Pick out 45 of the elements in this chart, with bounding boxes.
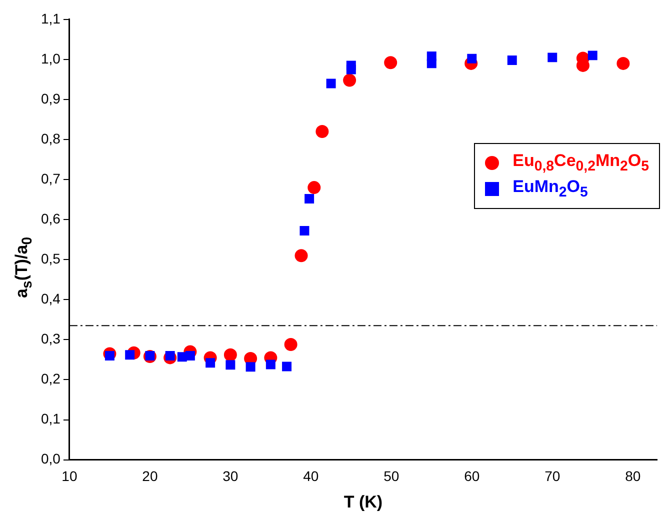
y-tick-label: 0,9 — [40, 90, 61, 106]
point — [304, 194, 314, 204]
point — [294, 249, 308, 262]
x-tick-label: 60 — [464, 468, 480, 484]
point — [326, 78, 336, 88]
point — [224, 348, 237, 362]
x-axis-title: T (K) — [344, 492, 383, 512]
x-tick-label: 50 — [384, 468, 400, 484]
y-tick-label: 1,0 — [40, 50, 61, 66]
point — [548, 52, 558, 62]
point — [316, 125, 329, 138]
y-tick-label: 0,1 — [40, 410, 61, 427]
y-tick-label: 0,4 — [40, 290, 61, 307]
point — [588, 50, 598, 60]
x-tick-label: 10 — [62, 468, 78, 484]
x-tick-label: 70 — [544, 468, 560, 484]
y-tick-label: 0,7 — [40, 170, 61, 186]
legend-label: Eu$_{0,8}$Ce$_{0,2}$Mn$_{2}$O$_{5}$ — [512, 151, 649, 174]
legend-label: EuMn$_{2}$O$_{5}$ — [512, 177, 588, 201]
point — [282, 362, 292, 372]
point — [284, 338, 298, 351]
point — [300, 226, 310, 236]
x-tick-label: 30 — [222, 468, 238, 484]
point — [206, 358, 216, 368]
point — [346, 60, 356, 70]
point — [426, 51, 436, 61]
y-tick-label: 0,0 — [40, 450, 61, 467]
y-tick-label: 0,2 — [40, 370, 61, 387]
y-tick-label: 1,1 — [40, 10, 61, 26]
point — [384, 56, 398, 70]
point — [226, 360, 236, 370]
point — [467, 54, 477, 64]
y-tick-label: 0,5 — [40, 250, 61, 266]
y-tick-label: 0,8 — [40, 130, 61, 146]
x-tick-label: 80 — [625, 468, 641, 484]
y-tick-label: 0,3 — [40, 330, 61, 347]
point — [308, 181, 321, 194]
point — [616, 56, 630, 70]
point — [343, 74, 356, 87]
x-tick-label: 40 — [303, 468, 319, 484]
x-tick-label: 20 — [142, 468, 158, 484]
point — [266, 360, 276, 370]
point — [507, 55, 517, 65]
y-tick-label: 0,6 — [40, 210, 61, 226]
point — [246, 362, 256, 372]
